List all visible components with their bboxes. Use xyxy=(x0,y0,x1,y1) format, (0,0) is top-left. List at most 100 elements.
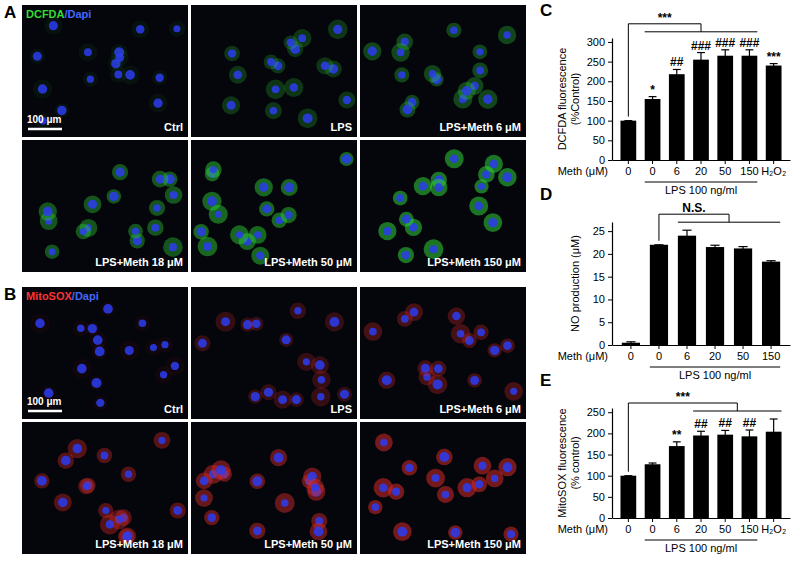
cell-nucleus xyxy=(272,85,280,93)
y-tick-mark xyxy=(608,518,612,519)
y-tick-mark xyxy=(608,121,612,122)
cell-stain xyxy=(446,23,461,38)
micrograph-background xyxy=(22,5,188,137)
cell-stain xyxy=(194,335,210,351)
cell-nucleus xyxy=(478,183,485,190)
cell-stain xyxy=(30,313,50,333)
x-tick-label: 6 xyxy=(674,165,680,177)
error-bar-cap xyxy=(624,475,632,476)
micrograph xyxy=(22,5,188,137)
cell-stain xyxy=(498,168,517,187)
cell-stain xyxy=(458,82,476,100)
cell-nucleus xyxy=(329,317,339,327)
cell-stain xyxy=(89,375,104,390)
cell-nucleus xyxy=(173,25,180,32)
cell-nucleus xyxy=(197,227,206,236)
condition-label: LPS+Meth 150 μM xyxy=(427,256,521,268)
x-tick-label: 0 xyxy=(628,350,634,362)
micrograph-background xyxy=(22,287,188,419)
x-tick-label: 150 xyxy=(762,350,780,362)
cell-nucleus xyxy=(439,452,449,462)
cell-nucleus xyxy=(267,58,275,66)
cell-stain xyxy=(281,179,298,196)
cell-stain xyxy=(198,237,218,257)
y-axis-title: MitoSOX fluorescence xyxy=(556,408,568,517)
x-tick: 150 xyxy=(740,518,758,535)
cell-nucleus xyxy=(333,25,342,34)
panel-label: E xyxy=(540,371,551,390)
x-tick-mark xyxy=(628,160,629,164)
x-tick-mark xyxy=(701,518,702,522)
x-tick: H₂O₂ xyxy=(761,518,786,535)
micrograph xyxy=(360,5,526,137)
y-tick-label: 200 xyxy=(587,427,605,439)
cell-stain xyxy=(414,177,432,195)
condition-label: LPS xyxy=(331,403,352,415)
cell-nucleus xyxy=(221,317,230,326)
y-tick-mark xyxy=(608,433,612,434)
cell-nucleus xyxy=(318,376,326,384)
y-axis-line xyxy=(612,39,613,161)
cell-nucleus xyxy=(73,444,83,454)
bar xyxy=(645,464,661,518)
cell-nucleus xyxy=(200,494,207,501)
cell-stain xyxy=(426,469,445,488)
cell-nucleus xyxy=(369,328,377,336)
significance-label: ## xyxy=(670,55,684,69)
cell-stain xyxy=(393,522,412,541)
error-bar-stem xyxy=(700,53,701,67)
cell-nucleus xyxy=(430,245,438,253)
cell-nucleus xyxy=(402,251,411,260)
stain-label-part: MitoSOX xyxy=(26,290,72,302)
cell-stain xyxy=(260,384,276,400)
y-tick: 25 xyxy=(593,225,612,237)
cell-nucleus xyxy=(77,325,84,332)
micrograph-background xyxy=(191,140,357,272)
x-tick-mark xyxy=(676,160,677,164)
x-tick-mark xyxy=(749,160,750,164)
cell-nucleus xyxy=(125,470,133,478)
stain-label-part: DCFDA xyxy=(26,8,65,20)
cell-nucleus xyxy=(340,390,349,399)
cell-stain xyxy=(110,66,127,83)
x-tick-mark xyxy=(630,345,631,349)
cell-nucleus xyxy=(252,476,262,486)
cell-nucleus xyxy=(470,376,479,385)
y-tick-mark xyxy=(608,231,612,232)
error-bar-cap xyxy=(767,260,776,261)
cell-stain xyxy=(216,312,236,332)
cell-nucleus xyxy=(33,52,42,61)
figure: ACtrlDCFDA/Dapi100 μmLPSLPS+Meth 6 μMLPS… xyxy=(0,0,800,567)
cell-nucleus xyxy=(236,231,243,238)
cell-nucleus xyxy=(379,483,388,492)
x-tick-mark xyxy=(725,518,726,522)
y-tick-label: 20 xyxy=(593,248,605,260)
cell-nucleus xyxy=(491,475,498,482)
cell-nucleus xyxy=(450,26,458,34)
y-tick-label: 100 xyxy=(587,470,605,482)
cell-nucleus xyxy=(450,155,459,164)
cell-nucleus xyxy=(298,34,306,42)
panel-label: C xyxy=(540,1,552,20)
stain-label-part: /Dapi xyxy=(72,290,99,302)
y-axis: 050100150200250 xyxy=(587,406,613,524)
x-tick-mark xyxy=(628,518,629,522)
cell-stain xyxy=(121,467,136,482)
cell-nucleus xyxy=(37,476,47,486)
cell-stain xyxy=(328,20,348,40)
scale-bar xyxy=(28,410,62,413)
micrograph xyxy=(360,422,526,554)
cell-stain xyxy=(72,359,92,379)
y-tick-mark xyxy=(608,62,612,63)
cell-nucleus xyxy=(432,474,440,482)
cell-stain xyxy=(163,237,183,257)
cell-nucleus xyxy=(83,483,90,490)
cell-stain xyxy=(424,65,441,82)
x-tick: 50 xyxy=(719,160,731,177)
cell-stain xyxy=(484,213,503,232)
y-axis-title: (% control) xyxy=(569,436,581,489)
y-tick-label: 150 xyxy=(587,95,605,107)
stain-label-part: /Dapi xyxy=(65,8,92,20)
y-tick-label: 10 xyxy=(593,293,605,305)
cell-stain xyxy=(397,311,413,327)
